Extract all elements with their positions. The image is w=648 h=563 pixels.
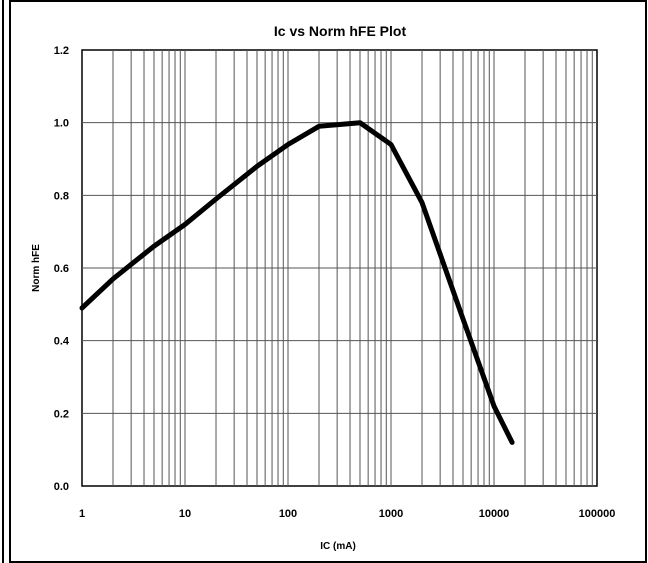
y-tick-label: 0.8 xyxy=(54,190,69,202)
x-tick-label: 10 xyxy=(179,508,191,520)
x-tick-label: 1000 xyxy=(379,508,403,520)
y-tick-label: 1.0 xyxy=(54,118,69,130)
y-tick-label: 0.0 xyxy=(54,481,69,493)
x-tick-labels: 1 10 100 1000 10000 100000 xyxy=(79,508,615,520)
chart-outer-border xyxy=(9,0,647,563)
chart-title: Ic vs Norm hFE Plot xyxy=(274,23,407,39)
x-tick-label: 10000 xyxy=(479,508,510,520)
x-tick-label: 1 xyxy=(79,508,85,520)
y-tick-label: 0.2 xyxy=(54,408,69,420)
x-tick-label: 100 xyxy=(279,508,297,520)
y-tick-label: 1.2 xyxy=(54,45,69,57)
x-tick-label: 100000 xyxy=(579,508,616,520)
y-tick-label: 0.6 xyxy=(54,263,69,275)
series-line xyxy=(79,120,515,445)
x-axis-label: IC (mA) xyxy=(320,541,356,552)
gridlines xyxy=(82,50,597,486)
y-tick-labels: 0.0 0.2 0.4 0.6 0.8 1.0 1.2 xyxy=(54,45,70,493)
y-tick-label: 0.4 xyxy=(54,336,70,348)
y-axis-label: Norm hFE xyxy=(31,244,42,292)
